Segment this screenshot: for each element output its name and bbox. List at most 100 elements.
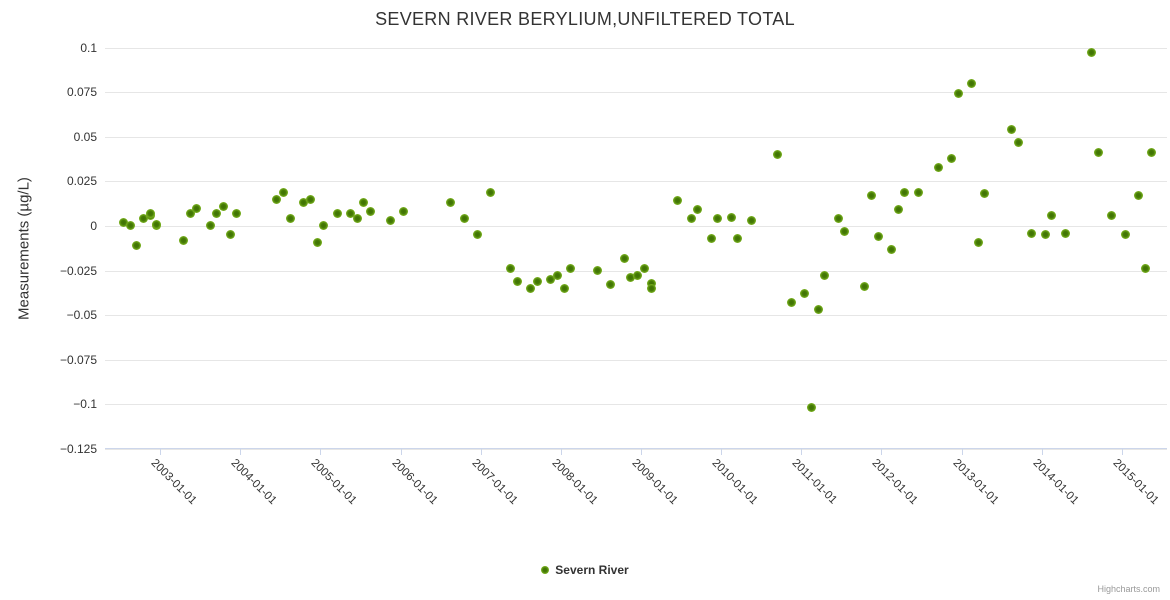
data-point[interactable] xyxy=(733,233,743,243)
data-point[interactable] xyxy=(212,208,222,218)
data-point[interactable] xyxy=(1007,125,1017,135)
data-point[interactable] xyxy=(366,207,375,217)
data-point[interactable] xyxy=(225,230,235,240)
data-point[interactable] xyxy=(285,214,295,224)
data-point[interactable] xyxy=(1140,264,1150,274)
data-point[interactable] xyxy=(1047,210,1057,220)
data-point[interactable] xyxy=(472,230,482,240)
data-point[interactable] xyxy=(532,276,542,286)
data-point[interactable] xyxy=(639,264,649,274)
data-point[interactable] xyxy=(706,233,716,243)
credits-link[interactable]: Highcharts.com xyxy=(1097,584,1160,594)
data-point[interactable] xyxy=(593,266,603,276)
data-point[interactable] xyxy=(559,283,569,293)
data-point[interactable] xyxy=(546,274,556,284)
x-axis-tick-label: 2012-01-01 xyxy=(869,457,921,508)
data-point[interactable] xyxy=(913,187,923,197)
data-point[interactable] xyxy=(205,221,215,231)
data-point[interactable] xyxy=(125,221,135,231)
data-point[interactable] xyxy=(312,237,322,247)
data-point[interactable] xyxy=(272,194,282,204)
data-point[interactable] xyxy=(726,212,736,222)
data-point[interactable] xyxy=(686,214,696,224)
data-point[interactable] xyxy=(713,214,723,224)
data-point[interactable] xyxy=(138,214,148,224)
data-point[interactable] xyxy=(512,276,522,286)
data-point[interactable] xyxy=(800,289,810,299)
data-point[interactable] xyxy=(973,237,983,247)
y-gridline xyxy=(105,225,1167,227)
data-point[interactable] xyxy=(299,198,309,208)
data-point[interactable] xyxy=(619,253,629,263)
data-point[interactable] xyxy=(399,207,409,217)
data-point[interactable] xyxy=(1147,148,1157,158)
data-point[interactable] xyxy=(1087,48,1097,58)
data-point[interactable] xyxy=(1013,137,1023,147)
data-point[interactable] xyxy=(553,271,563,281)
data-point[interactable] xyxy=(1027,228,1037,238)
data-point[interactable] xyxy=(833,214,843,224)
data-point[interactable] xyxy=(873,232,883,242)
data-point[interactable] xyxy=(947,153,957,163)
x-axis-tick-label: 2005-01-01 xyxy=(308,457,359,508)
data-point[interactable] xyxy=(486,187,496,197)
data-point[interactable] xyxy=(840,226,850,236)
data-point[interactable] xyxy=(953,89,963,99)
data-point[interactable] xyxy=(626,273,636,283)
data-point[interactable] xyxy=(566,264,576,274)
data-point[interactable] xyxy=(132,241,142,251)
data-point[interactable] xyxy=(459,214,469,224)
data-point[interactable] xyxy=(980,189,990,199)
data-point[interactable] xyxy=(606,280,616,290)
data-point[interactable] xyxy=(145,208,155,218)
data-point[interactable] xyxy=(1134,191,1144,201)
data-point[interactable] xyxy=(279,187,289,197)
y-gridline xyxy=(105,136,1167,138)
data-point[interactable] xyxy=(152,219,162,229)
data-point[interactable] xyxy=(1094,148,1104,158)
data-point[interactable] xyxy=(219,201,229,211)
data-point[interactable] xyxy=(1120,230,1130,240)
data-point[interactable] xyxy=(820,271,830,281)
data-point[interactable] xyxy=(345,208,355,218)
data-point[interactable] xyxy=(813,305,823,315)
data-point[interactable] xyxy=(866,191,876,201)
data-point[interactable] xyxy=(446,198,456,208)
data-point[interactable] xyxy=(646,278,656,288)
data-point[interactable] xyxy=(773,150,783,160)
data-point[interactable] xyxy=(352,214,362,224)
data-point[interactable] xyxy=(646,283,656,293)
data-point[interactable] xyxy=(633,271,643,281)
data-point[interactable] xyxy=(900,187,910,197)
data-point[interactable] xyxy=(673,196,683,206)
data-point[interactable] xyxy=(1107,210,1117,220)
data-point[interactable] xyxy=(806,403,816,413)
data-point[interactable] xyxy=(185,208,195,218)
data-point[interactable] xyxy=(332,208,342,218)
data-point[interactable] xyxy=(786,298,796,308)
data-point[interactable] xyxy=(232,208,242,218)
legend-item-severn-river[interactable]: Severn River xyxy=(0,560,1170,580)
data-point[interactable] xyxy=(359,198,369,208)
x-axis-tick xyxy=(560,449,562,455)
data-point[interactable] xyxy=(967,78,977,88)
data-point[interactable] xyxy=(1060,228,1070,238)
data-point[interactable] xyxy=(526,283,536,293)
data-point[interactable] xyxy=(178,235,188,245)
data-point[interactable] xyxy=(319,221,329,231)
y-axis-tick-label: 0.05 xyxy=(73,129,97,144)
data-point[interactable] xyxy=(933,162,943,172)
y-gridline xyxy=(105,449,1167,450)
y-axis-tick-label: 0.1 xyxy=(80,40,97,55)
data-point[interactable] xyxy=(693,205,703,215)
data-point[interactable] xyxy=(886,244,896,254)
data-point[interactable] xyxy=(1040,230,1050,240)
data-point[interactable] xyxy=(192,203,202,213)
data-point[interactable] xyxy=(118,217,128,227)
data-point[interactable] xyxy=(860,282,870,292)
data-point[interactable] xyxy=(386,216,396,226)
data-point[interactable] xyxy=(506,264,516,274)
data-point[interactable] xyxy=(893,205,903,215)
data-point[interactable] xyxy=(305,194,315,204)
data-point[interactable] xyxy=(746,216,756,226)
